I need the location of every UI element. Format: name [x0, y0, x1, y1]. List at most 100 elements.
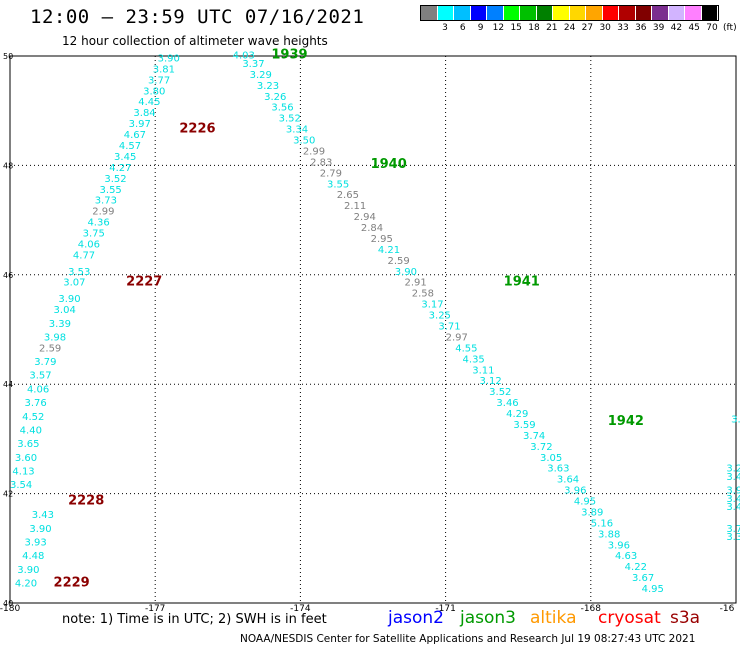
page-subtitle: 12 hour collection of altimeter wave hei…	[62, 34, 328, 48]
wave-height-value: 4.03	[233, 51, 255, 62]
pass-number-label: 2229	[54, 576, 90, 591]
color-swatch	[470, 6, 487, 20]
wave-height-value: 3.59	[513, 420, 535, 431]
wave-height-value: 3.72	[530, 442, 552, 453]
wave-height-value: 3.89	[581, 507, 603, 518]
color-swatch	[421, 6, 438, 20]
wave-height-value: 3.90	[58, 294, 80, 305]
lat-tick-label: 46	[3, 271, 13, 280]
footer-note: note: 1) Time is in UTC; 2) SWH is in fe…	[62, 612, 327, 627]
wave-height-value: 3.93	[25, 538, 47, 549]
lat-tick-label: 48	[3, 161, 13, 170]
wave-height-value: 4.20	[15, 579, 37, 590]
color-scale-label: 15	[510, 23, 522, 33]
wave-height-value: 3.90	[17, 565, 39, 576]
wave-height-value: 3.80	[143, 86, 165, 97]
wave-height-value: 3.96	[608, 540, 630, 551]
lat-tick-label: 50	[3, 52, 13, 61]
legend-item-jason3: jason3	[460, 608, 516, 628]
wave-height-value: 2.99	[92, 207, 114, 218]
color-scale-label: 27	[581, 23, 594, 33]
wave-height-value: 4.06	[78, 239, 100, 250]
wave-height-value: 3.07	[63, 278, 85, 289]
color-swatch	[701, 6, 718, 20]
color-swatch	[520, 6, 537, 20]
wave-height-value: 3.57	[29, 371, 51, 382]
wave-height-value: 3.64	[557, 475, 579, 486]
wave-height-value: 3.04	[54, 305, 76, 316]
wave-height-value: 3.54	[10, 480, 32, 491]
pass-number-label: 1940	[371, 157, 407, 172]
pass-number-label: 2228	[68, 494, 104, 509]
wave-height-value: 4.40	[20, 425, 42, 436]
wave-height-value: 3.55	[100, 185, 122, 196]
wave-height-value: 3.97	[129, 119, 151, 130]
legend-item-s3a: s3a	[670, 608, 701, 628]
wave-height-value: 4.06	[27, 384, 49, 395]
wave-height-value: 3.12	[479, 376, 501, 387]
wave-height-value: 4.35	[463, 354, 485, 365]
wave-height-value: 3.48	[726, 472, 740, 483]
wave-height-value: 3.75	[83, 229, 105, 240]
wave-height-value: 4.67	[124, 130, 146, 141]
wave-height-value: 3.50	[293, 136, 315, 147]
color-scale-label: 36	[635, 23, 647, 33]
legend-item-cryosat: cryosat	[598, 608, 661, 628]
color-scale-bar	[420, 5, 719, 21]
color-scale-label: 3	[442, 23, 448, 33]
color-scale-label: (ft)	[723, 23, 737, 33]
wave-height-value: 3.88	[598, 529, 620, 540]
wave-height-value: 3.65	[17, 439, 39, 450]
wave-height-value: 3.55	[327, 179, 349, 190]
wave-height-value: 4.55	[455, 343, 477, 354]
wave-height-value: 2.99	[303, 146, 325, 157]
color-scale-label: 30	[599, 23, 611, 33]
wave-height-value: 3.25	[429, 311, 451, 322]
map-frame	[9, 55, 737, 604]
wave-height-value: 3.52	[104, 174, 126, 185]
wave-height-value: 2.79	[320, 168, 342, 179]
wave-height-value: 3.34	[286, 125, 308, 136]
wave-height-value: 4.77	[73, 250, 95, 261]
wave-height-value: 3.76	[25, 398, 47, 409]
wave-height-value: 3.11	[472, 365, 494, 376]
lon-tick-label: -177	[145, 604, 165, 614]
wave-height-value: 3.17	[421, 300, 443, 311]
wave-height-value: 2.59	[388, 256, 410, 267]
wave-height-value: 3.23	[726, 464, 740, 475]
wave-height-value: 3.67	[632, 573, 654, 584]
wave-height-value: 3.56	[271, 103, 293, 114]
color-swatch	[487, 6, 504, 20]
wave-height-value: 3.26	[264, 92, 286, 103]
color-swatch	[635, 6, 652, 20]
wave-height-value: 3.73	[95, 196, 117, 207]
color-swatch	[586, 6, 603, 20]
wave-height-value: 4.27	[109, 163, 131, 174]
wave-height-value: 2.91	[404, 278, 426, 289]
legend-item-jason2: jason2	[388, 608, 444, 628]
color-scale-label: 45	[688, 23, 700, 33]
color-swatch	[454, 6, 471, 20]
color-swatch	[602, 6, 619, 20]
pass-number-label: 1939	[271, 48, 307, 63]
wave-height-value: 5.16	[591, 518, 613, 529]
wave-height-value: 3.29	[250, 70, 272, 81]
pass-number-label: 2226	[179, 122, 215, 137]
color-swatch	[503, 6, 520, 20]
wave-height-value: 3.52	[489, 387, 511, 398]
wave-height-value: 3.90	[158, 53, 180, 64]
color-scale-label: 12	[492, 23, 505, 33]
legend-item-altika: altika	[530, 608, 577, 628]
color-swatch	[553, 6, 570, 20]
pass-number-label: 1941	[504, 275, 540, 290]
wave-height-value: 3.46	[726, 502, 740, 513]
color-scale-label: 18	[528, 23, 540, 33]
wave-height-value: 3.45	[114, 152, 136, 163]
wave-height-value: 4.95	[574, 497, 596, 508]
color-swatch	[619, 6, 636, 20]
lon-tick-label: -180	[0, 604, 20, 614]
color-scale-label: 42	[670, 23, 683, 33]
color-swatch	[536, 6, 553, 20]
lon-tick-label: -171	[435, 604, 455, 614]
